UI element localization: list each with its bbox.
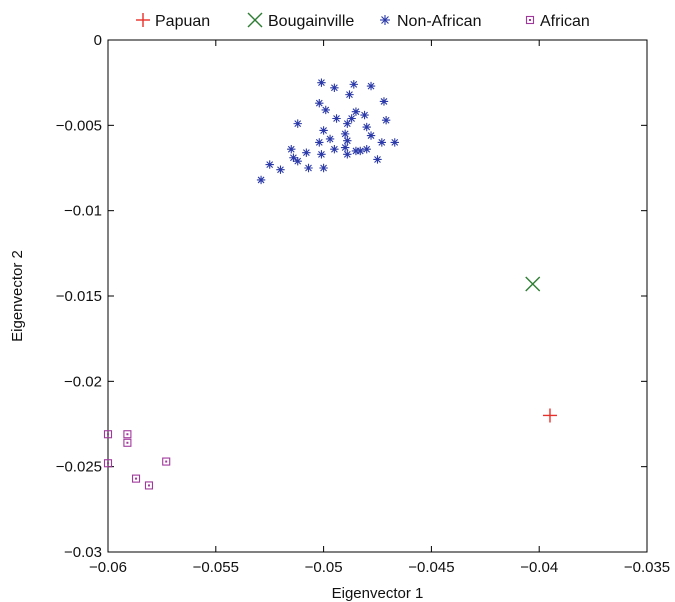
point-african (131, 474, 141, 483)
legend-marker-papuan (136, 13, 150, 27)
legend-marker-african (525, 15, 535, 25)
point-non-african (360, 110, 369, 120)
point-non-african (256, 175, 266, 185)
series-papuan (542, 408, 557, 423)
point-non-african (340, 129, 350, 139)
point-non-african (366, 131, 376, 140)
y-tick-label: −0.02 (64, 373, 102, 390)
x-tick-label: −0.04 (520, 559, 558, 576)
y-tick-label: 0 (94, 32, 102, 49)
point-non-african (321, 105, 330, 115)
point-non-african (351, 107, 361, 116)
legend: Papuan Bougainville Non-African Africa (136, 12, 590, 30)
legend-label-bougainville: Bougainville (268, 13, 354, 30)
point-non-african (366, 81, 376, 91)
point-non-african (373, 155, 382, 164)
point-non-african (330, 83, 339, 92)
x-tick-label: −0.06 (89, 559, 127, 576)
y-axis-title: Eigenvector 2 (9, 250, 26, 342)
x-tick-label: −0.05 (305, 559, 343, 576)
point-non-african (351, 146, 361, 156)
x-tick-label: −0.055 (193, 559, 239, 576)
legend-marker-non-african (380, 15, 390, 25)
y-tick-label: −0.01 (64, 203, 102, 220)
point-non-african (317, 78, 326, 87)
point-non-african (345, 90, 354, 99)
series-bougainville (525, 276, 541, 292)
legend-item-non-african: Non-African (380, 13, 481, 30)
point-african (144, 481, 154, 490)
point-non-african (304, 163, 313, 173)
point-non-african (343, 119, 352, 128)
point-non-african (319, 126, 328, 135)
point-non-african (362, 122, 371, 132)
point-african (103, 459, 113, 468)
point-non-african (332, 114, 341, 123)
point-non-african (289, 153, 298, 162)
legend-label-african: African (540, 13, 590, 30)
legend-marker-bougainville (247, 12, 263, 28)
point-non-african (317, 150, 326, 159)
legend-item-african: African (525, 13, 590, 30)
series-non-african (256, 78, 399, 185)
point-non-african (276, 165, 285, 174)
point-non-african (379, 97, 389, 106)
point-non-african (330, 145, 339, 154)
x-axis-title: Eigenvector 1 (332, 585, 424, 602)
point-papuan (542, 408, 557, 423)
y-tick-label: −0.025 (56, 459, 102, 476)
point-african (123, 438, 132, 447)
y-tick-label: −0.005 (56, 117, 102, 134)
point-non-african (347, 114, 356, 123)
point-non-african (293, 156, 302, 166)
point-non-african (325, 134, 335, 144)
point-non-african (315, 138, 324, 147)
point-african (103, 430, 113, 439)
point-non-african (302, 148, 311, 157)
point-non-african (349, 80, 358, 89)
y-tick-label: −0.015 (56, 288, 102, 305)
point-non-african (343, 136, 352, 145)
axis-ticks (107, 39, 648, 553)
y-tick-label: −0.03 (64, 544, 102, 561)
data-points (103, 78, 557, 490)
point-non-african (293, 119, 302, 128)
point-non-african (381, 116, 391, 125)
point-non-african (362, 145, 371, 154)
legend-label-non-african: Non-African (397, 13, 481, 30)
x-tick-label: −0.045 (408, 559, 454, 576)
point-african (123, 430, 132, 439)
point-non-african (265, 160, 274, 169)
legend-item-papuan: Papuan (136, 13, 210, 30)
plot-area (107, 39, 648, 553)
point-non-african (315, 98, 324, 108)
axis-tick-labels: −0.06 −0.055 −0.05 −0.045 −0.04 −0.035 0 −0.005… (56, 32, 670, 576)
legend-label-papuan: Papuan (155, 13, 210, 30)
legend-item-bougainville: Bougainville (247, 12, 354, 30)
point-non-african (340, 143, 350, 152)
point-african (162, 457, 171, 466)
point-non-african (356, 146, 365, 156)
point-bougainville (525, 276, 541, 292)
point-non-african (319, 163, 328, 173)
point-non-african (377, 138, 387, 147)
series-african (103, 430, 171, 490)
point-non-african (287, 145, 296, 154)
point-non-african (343, 150, 352, 159)
point-non-african (390, 138, 399, 147)
x-tick-label: −0.035 (624, 559, 670, 576)
